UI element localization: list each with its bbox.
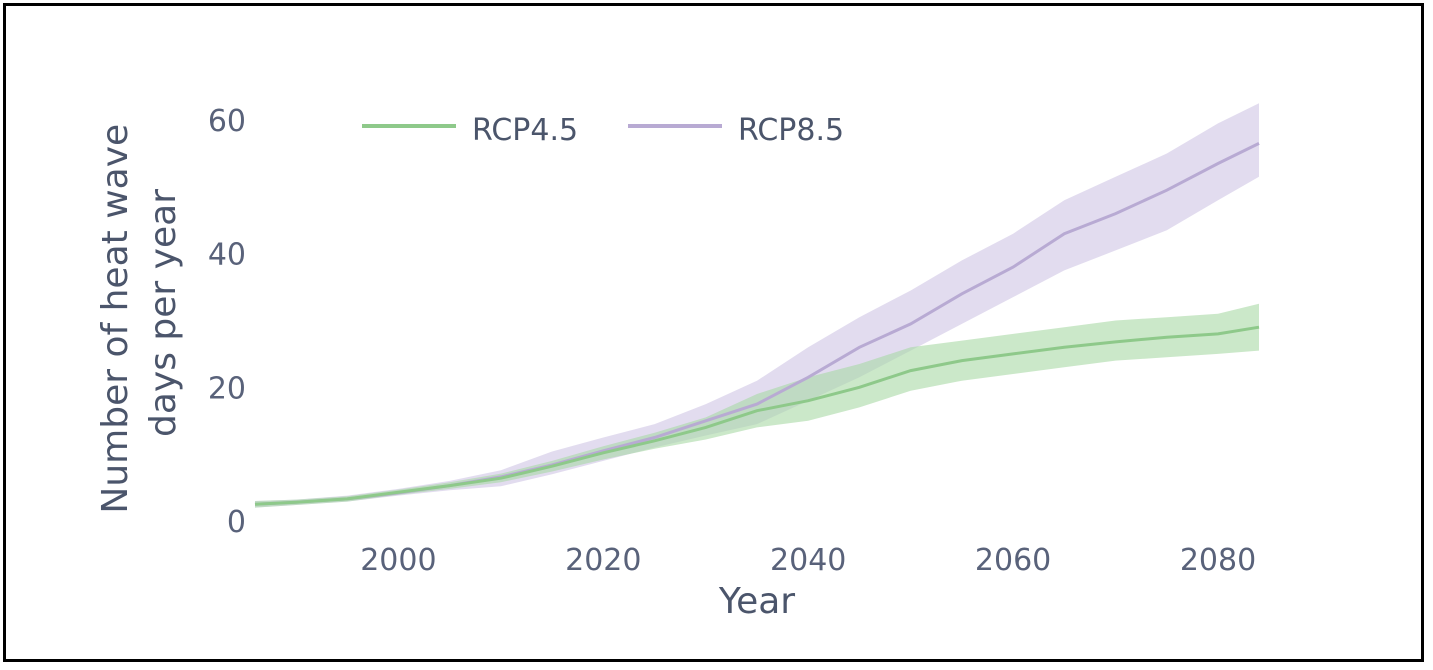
x-tick-label: 2000	[360, 543, 436, 578]
x-tick-label: 2020	[565, 543, 641, 578]
y-tick-label: 0	[227, 505, 246, 540]
band-rcp85	[255, 103, 1259, 508]
legend-label-rcp45: RCP4.5	[472, 113, 578, 148]
series-lines	[254, 142, 1260, 506]
y-axis-title-line-1: Number of heat wave	[95, 124, 136, 514]
y-axis-ticks: 0 20 40 60	[208, 104, 246, 540]
y-tick-label: 20	[208, 371, 246, 406]
figure-frame	[3, 3, 1424, 662]
x-tick-label: 2040	[770, 543, 846, 578]
x-tick-label: 2060	[975, 543, 1051, 578]
line-rcp45	[254, 325, 1260, 506]
confidence-bands	[255, 103, 1259, 508]
y-axis-title: Number of heat wave days per year	[95, 112, 184, 513]
y-tick-label: 40	[208, 238, 246, 273]
x-tick-label: 2080	[1180, 543, 1256, 578]
band-rcp45	[255, 303, 1259, 508]
y-tick-label: 60	[208, 104, 246, 139]
x-axis-title: Year	[718, 581, 795, 622]
legend: RCP4.5 RCP8.5	[362, 113, 844, 148]
x-axis-ticks: 2000 2020 2040 2060 2080	[360, 543, 1256, 578]
y-axis-title-line-2: days per year	[143, 189, 184, 437]
legend-label-rcp85: RCP8.5	[738, 113, 844, 148]
